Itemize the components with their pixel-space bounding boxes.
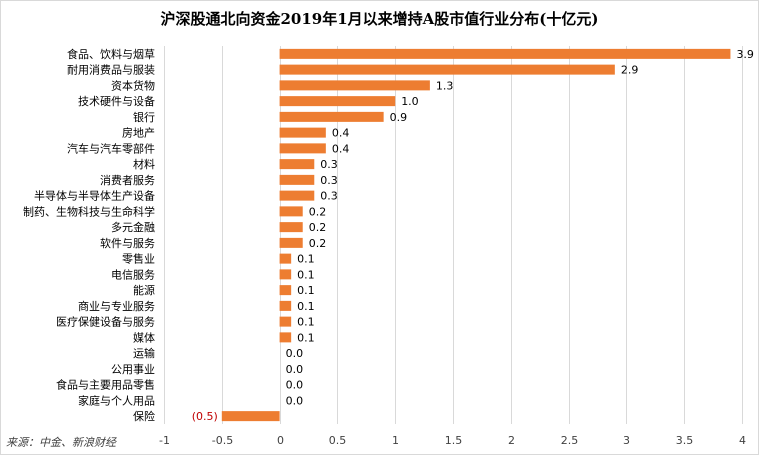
bar [279, 332, 292, 343]
bar [279, 80, 430, 91]
data-label: 0.3 [320, 190, 338, 203]
category-label: 零售业 [122, 252, 155, 266]
bar [279, 159, 315, 170]
data-label: 0.1 [297, 284, 315, 297]
category-label: 能源 [133, 283, 155, 297]
data-label: 3.9 [736, 48, 754, 61]
x-tick-label: 3.5 [676, 434, 694, 447]
bar [279, 285, 292, 296]
category-label: 半导体与半导体生产设备 [34, 189, 155, 203]
bar [279, 111, 384, 122]
category-label: 食品与主要用品零售 [56, 378, 155, 392]
category-label: 耐用消费品与服装 [67, 63, 155, 77]
category-label: 制药、生物科技与生命科学 [23, 204, 155, 218]
bar [279, 206, 303, 217]
bar [221, 411, 280, 422]
category-label: 银行 [133, 110, 155, 124]
bar [279, 48, 731, 59]
data-label: 1.0 [401, 95, 419, 108]
data-label: 0.0 [286, 347, 304, 360]
data-label: 0.2 [309, 221, 327, 234]
bar [279, 300, 292, 311]
data-label: 0.0 [286, 379, 304, 392]
category-label: 房地产 [122, 126, 155, 140]
bar [279, 316, 292, 327]
category-label: 食品、饮料与烟草 [67, 47, 155, 61]
bar [279, 127, 326, 138]
x-tick-label: 1 [392, 434, 399, 447]
data-label: 0.2 [309, 205, 327, 218]
x-tick-label: 3 [623, 434, 630, 447]
category-label: 技术硬件与设备 [78, 94, 155, 108]
x-tick-label: 2.5 [561, 434, 579, 447]
category-label: 医疗保健设备与服务 [56, 315, 155, 329]
x-tick-label: 2 [508, 434, 515, 447]
category-label: 公用事业 [111, 363, 155, 376]
x-tick-label: 0 [277, 434, 284, 447]
data-label: 0.2 [309, 237, 327, 250]
bar [279, 64, 615, 75]
data-label: 0.3 [320, 174, 338, 187]
category-label: 消费者服务 [100, 173, 155, 187]
data-label: 0.1 [297, 268, 315, 281]
data-label: (0.5) [192, 410, 218, 423]
x-tick-label: 4 [739, 434, 746, 447]
chart-source: 来源：中金、新浪财经 [6, 436, 116, 449]
data-label: 0.1 [297, 300, 315, 313]
category-label: 多元金融 [111, 220, 155, 234]
data-label: 0.9 [390, 111, 408, 124]
x-tick-label: -1 [159, 434, 170, 447]
category-label: 商业与专业服务 [78, 299, 155, 313]
category-label: 资本货物 [111, 78, 155, 92]
category-label: 材料 [133, 157, 155, 171]
data-label: 0.4 [332, 142, 350, 155]
x-tick-label: 0.5 [329, 434, 347, 447]
data-label: 1.3 [436, 79, 454, 92]
bar [279, 96, 396, 107]
data-label: 0.1 [297, 331, 315, 344]
chart-title: 沪深股通北向资金2019年1月以来增持A股市值行业分布(十亿元) [160, 10, 599, 28]
data-label: 0.0 [286, 363, 304, 376]
data-label: 0.1 [297, 253, 315, 266]
data-label: 0.0 [286, 394, 304, 407]
category-label: 运输 [133, 346, 155, 360]
bar [279, 174, 315, 185]
data-label: 0.4 [332, 127, 350, 140]
category-label: 软件与服务 [100, 236, 155, 250]
data-label: 2.9 [621, 64, 639, 77]
bar [279, 253, 292, 264]
bar [279, 190, 315, 201]
category-label: 汽车与汽车零部件 [67, 141, 155, 155]
bar [279, 237, 303, 248]
x-tick-label: 1.5 [445, 434, 463, 447]
category-label: 媒体 [133, 330, 155, 344]
bar [279, 222, 303, 233]
category-label: 保险 [133, 409, 155, 423]
bar [279, 143, 326, 154]
data-label: 0.1 [297, 316, 315, 329]
category-label: 家庭与个人用品 [78, 393, 155, 407]
data-label: 0.3 [320, 158, 338, 171]
x-tick-label: -0.5 [212, 434, 233, 447]
category-label: 电信服务 [111, 268, 155, 281]
bar [279, 269, 292, 280]
